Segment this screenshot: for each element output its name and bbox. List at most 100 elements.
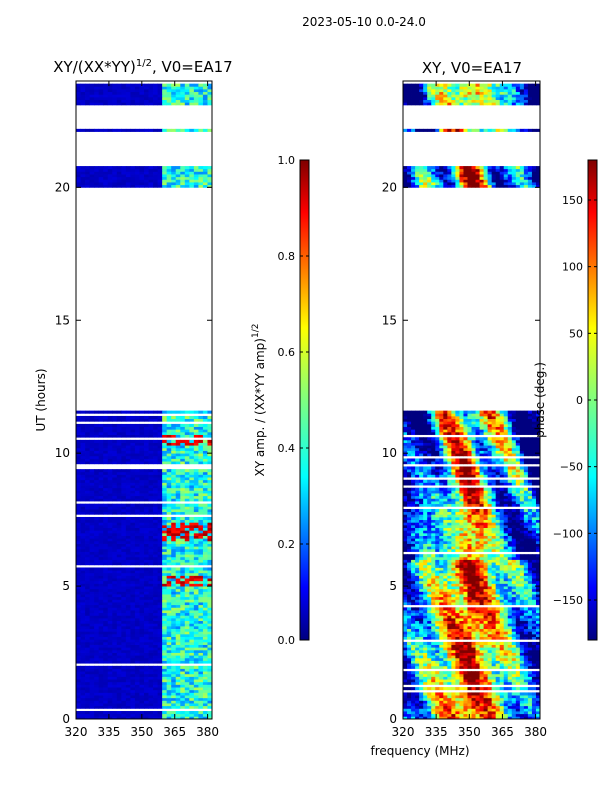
- amplitude-heatmap-cell: [121, 174, 127, 178]
- amplitude-heatmap-cell: [134, 641, 140, 645]
- amplitude-heatmap-cell: [198, 559, 204, 563]
- amplitude-heatmap-cell: [103, 487, 109, 491]
- phase-heatmap-cell: [491, 652, 497, 656]
- amplitude-heatmap-cell: [139, 548, 145, 552]
- phase-heatmap-cell: [511, 636, 517, 640]
- phase-heatmap-cell: [451, 665, 456, 669]
- phase-heatmap-cell: [523, 631, 529, 635]
- phase-heatmap-cell: [451, 708, 456, 712]
- phase-heatmap-cell: [439, 695, 444, 699]
- amplitude-heatmap-cell: [157, 583, 163, 587]
- phase-heatmap-cell: [407, 649, 412, 653]
- amplitude-heatmap-cell: [89, 506, 95, 510]
- phase-heatmap-cell: [499, 716, 505, 719]
- amplitude-heatmap-cell: [171, 455, 177, 459]
- amplitude-heatmap-cell: [76, 689, 81, 693]
- amplitude-heatmap-cell: [162, 586, 168, 590]
- amplitude-heatmap-cell: [116, 660, 122, 664]
- amplitude-heatmap-cell: [112, 580, 118, 584]
- amplitude-heatmap-cell: [153, 445, 158, 449]
- amplitude-heatmap-cell: [207, 453, 212, 457]
- amplitude-heatmap-cell: [130, 548, 136, 552]
- x-tick-label: 350: [130, 725, 153, 739]
- amplitude-heatmap-cell: [112, 647, 118, 651]
- phase-heatmap-cell: [519, 612, 525, 616]
- amplitude-heatmap-cell: [85, 617, 90, 622]
- amplitude-heatmap-cell: [107, 471, 113, 475]
- amplitude-heatmap-cell: [89, 423, 95, 427]
- amplitude-heatmap-cell: [130, 429, 136, 433]
- amplitude-heatmap-cell: [116, 679, 122, 683]
- phase-heatmap-cell: [479, 671, 484, 675]
- phase-heatmap-cell: [463, 612, 468, 616]
- amplitude-heatmap-cell: [89, 647, 95, 651]
- amplitude-heatmap-cell: [112, 700, 118, 704]
- phase-heatmap-cell: [427, 711, 432, 715]
- phase-heatmap-cell: [423, 652, 428, 656]
- amplitude-heatmap-cell: [125, 540, 131, 544]
- amplitude-heatmap-cell: [193, 426, 199, 430]
- amplitude-heatmap-cell: [103, 705, 109, 709]
- amplitude-heatmap-cell: [98, 88, 104, 93]
- phase-heatmap-cell: [427, 652, 432, 656]
- amplitude-heatmap-cell: [193, 429, 199, 433]
- amplitude-heatmap-cell: [157, 716, 163, 719]
- phase-heatmap-cell: [475, 676, 480, 680]
- phase-heatmap-cell: [463, 636, 468, 640]
- amplitude-heatmap-cell: [85, 174, 90, 178]
- amplitude-heatmap-cell: [180, 102, 186, 106]
- amplitude-heatmap-cell: [76, 594, 81, 598]
- amplitude-heatmap-cell: [134, 455, 140, 459]
- amplitude-heatmap-cell: [153, 182, 158, 186]
- amplitude-heatmap-cell: [153, 479, 158, 483]
- amplitude-heatmap-cell: [184, 426, 190, 430]
- amplitude-heatmap-cell: [193, 88, 199, 93]
- amplitude-heatmap-cell: [139, 543, 145, 547]
- amplitude-heatmap-cell: [89, 447, 95, 451]
- amplitude-heatmap-cell: [157, 673, 163, 677]
- amplitude-heatmap-cell: [89, 657, 95, 661]
- amplitude-heatmap-cell: [166, 176, 172, 180]
- amplitude-heatmap-cell: [175, 548, 181, 552]
- amplitude-heatmap-cell: [94, 174, 100, 178]
- amplitude-heatmap-cell: [134, 83, 140, 87]
- amplitude-heatmap-cell: [80, 703, 86, 707]
- phase-heatmap-cell: [519, 615, 525, 619]
- amplitude-heatmap-cell: [103, 596, 109, 600]
- amplitude-heatmap-cell: [130, 647, 136, 651]
- amplitude-heatmap-cell: [139, 554, 145, 558]
- phase-heatmap-cell: [427, 641, 432, 645]
- amplitude-heatmap-cell: [139, 471, 145, 475]
- amplitude-heatmap-cell: [94, 439, 100, 443]
- amplitude-heatmap-cell: [175, 527, 181, 531]
- amplitude-heatmap-cell: [85, 83, 90, 87]
- amplitude-heatmap-cell: [125, 681, 131, 685]
- amplitude-heatmap-cell: [202, 681, 208, 685]
- amplitude-heatmap-cell: [202, 657, 208, 661]
- amplitude-heatmap-cell: [125, 657, 131, 661]
- amplitude-heatmap-cell: [148, 429, 154, 433]
- phase-heatmap-cell: [491, 655, 497, 659]
- amplitude-heatmap-cell: [139, 660, 145, 664]
- amplitude-heatmap-cell: [189, 503, 195, 507]
- phase-heatmap-cell: [407, 612, 412, 616]
- phase-heatmap-cell: [511, 716, 517, 719]
- amplitude-heatmap-cell: [125, 572, 131, 576]
- amplitude-heatmap-cell: [139, 599, 145, 603]
- phase-heatmap-cell: [479, 633, 484, 637]
- amplitude-heatmap-cell: [76, 676, 81, 680]
- amplitude-heatmap-cell: [157, 657, 163, 661]
- amplitude-heatmap-cell: [103, 639, 109, 643]
- amplitude-heatmap-cell: [85, 562, 90, 566]
- phase-heatmap-cell: [531, 671, 537, 675]
- amplitude-heatmap-cell: [148, 511, 154, 515]
- phase-heatmap-cell: [419, 644, 424, 648]
- amplitude-heatmap-cell: [157, 450, 163, 454]
- amplitude-heatmap-cell: [89, 524, 95, 528]
- phase-heatmap-cell: [515, 649, 521, 653]
- phase-heatmap-cell: [475, 620, 480, 624]
- amplitude-heatmap-cell: [107, 461, 113, 465]
- amplitude-heatmap-cell: [98, 713, 104, 717]
- amplitude-heatmap-cell: [98, 522, 104, 526]
- amplitude-heatmap-cell: [107, 676, 113, 680]
